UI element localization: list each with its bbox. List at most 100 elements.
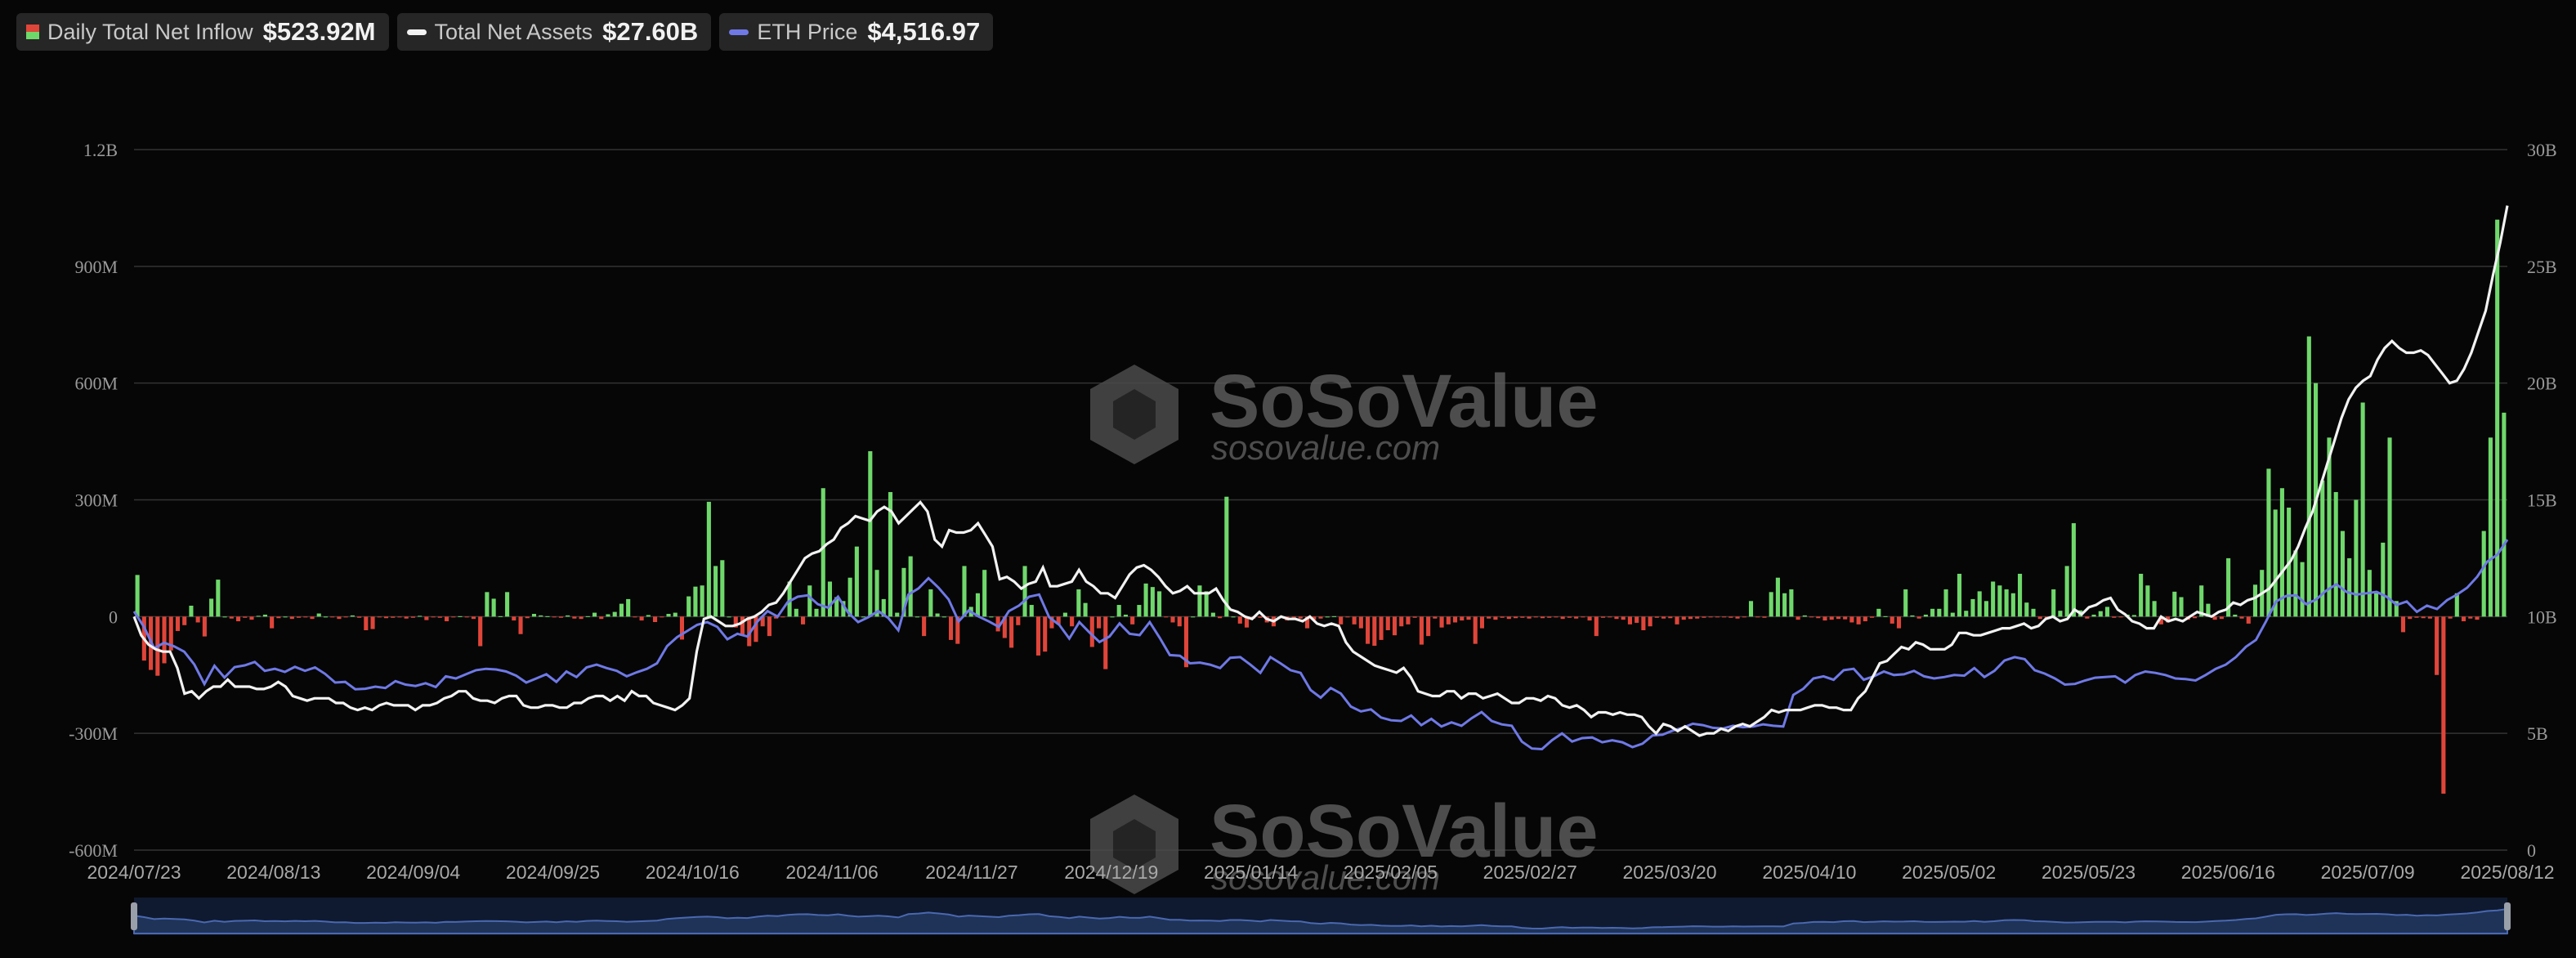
inflow-bar — [1702, 616, 1706, 618]
inflow-bar — [2421, 616, 2426, 619]
inflow-bar — [2091, 614, 2096, 617]
inflow-bar — [1399, 616, 1404, 627]
inflow-bar — [1540, 616, 1545, 619]
inflow-bar — [2327, 437, 2332, 617]
legend-price[interactable]: ETH Price $4,516.97 — [719, 13, 994, 51]
inflow-bar — [216, 580, 221, 617]
inflow-bar — [1957, 573, 1962, 617]
inflow-bar — [1970, 598, 1975, 617]
inflow-bar — [1076, 589, 1081, 617]
inflow-bar — [297, 616, 302, 618]
inflow-bar — [2085, 616, 2090, 619]
inflow-bar — [276, 616, 281, 619]
inflow-bar — [2293, 550, 2298, 617]
x-tick-label: 2024/09/25 — [506, 862, 600, 883]
inflow-bar — [1298, 616, 1303, 619]
inflow-bar — [1500, 616, 1505, 618]
inflow-bar — [1943, 589, 1948, 617]
inflow-bar — [2152, 601, 2157, 617]
x-tick-label: 2025/04/10 — [1762, 862, 1856, 883]
inflow-bar — [2118, 616, 2123, 618]
inflow-bar — [847, 577, 852, 617]
inflow-bar — [1822, 616, 1827, 621]
inflow-bar — [471, 616, 476, 620]
inflow-bar — [821, 488, 825, 617]
right-tick-label: 20B — [2527, 374, 2557, 394]
left-tick-label: 300M — [74, 490, 118, 511]
inflow-bar — [1668, 616, 1673, 619]
inflow-bar — [451, 616, 456, 618]
watermark-site: sosovalue.com — [1211, 858, 1440, 897]
inflow-bar — [1816, 616, 1821, 619]
inflow-bar — [834, 597, 839, 617]
inflow-bar — [1009, 616, 1014, 648]
inflow-bar — [2246, 616, 2251, 624]
inflow-bar — [337, 616, 342, 620]
legend-assets-value: $27.60B — [602, 17, 699, 46]
right-tick-label: 15B — [2527, 490, 2557, 511]
inflow-bar — [2279, 488, 2284, 617]
inflow-bar — [955, 616, 960, 644]
inflow-bar — [901, 567, 906, 617]
inflow-bar — [1722, 616, 1727, 618]
inflow-bar — [2495, 219, 2500, 617]
inflow-bar — [747, 616, 752, 647]
inflow-bar — [1412, 616, 1417, 618]
inflow-bar — [289, 616, 294, 620]
navigator-left-handle[interactable] — [131, 902, 137, 930]
inflow-bar — [2024, 602, 2029, 617]
inflow-bar — [464, 616, 469, 618]
navigator-right-handle[interactable] — [2504, 902, 2511, 930]
inflow-bar — [202, 616, 207, 637]
inflow-bar — [1258, 616, 1263, 618]
inflow-bar — [2145, 585, 2150, 617]
inflow-bar — [660, 616, 664, 618]
inflow-bar — [1608, 616, 1612, 618]
inflow-bar — [2010, 593, 2015, 617]
inflow-bar — [2340, 530, 2345, 617]
inflow-bar — [2233, 614, 2238, 617]
inflow-bar — [2414, 616, 2419, 618]
inflow-bar — [1560, 616, 1565, 620]
inflow-bar — [1231, 616, 1236, 618]
inflow-bar — [2212, 616, 2217, 620]
inflow-bar — [2131, 615, 2136, 617]
legend-inflow-value: $523.92M — [262, 17, 376, 46]
x-tick-label: 2025/05/23 — [2042, 862, 2135, 883]
inflow-bar — [2266, 468, 2271, 617]
inflow-bar — [579, 616, 584, 620]
watermark-bottom: SoSoValue sosovalue.com — [1090, 790, 1599, 897]
inflow-bar — [2104, 607, 2110, 617]
inflow-bar — [1103, 616, 1108, 669]
inflow-bar — [310, 616, 315, 620]
inflow-bar — [2226, 557, 2231, 617]
inflow-bar — [868, 450, 873, 617]
inflow-bar — [485, 592, 490, 617]
right-tick-label: 25B — [2527, 257, 2557, 277]
inflow-bar — [2400, 616, 2406, 633]
watermark-top: SoSoValue sosovalue.com — [1090, 360, 1599, 467]
inflow-bar — [1366, 616, 1371, 644]
inflow-bar — [283, 616, 288, 618]
inflow-bar — [733, 616, 738, 628]
inflow-bar — [1002, 616, 1007, 638]
range-navigator[interactable] — [131, 898, 2511, 935]
x-tick-label: 2024/12/19 — [1064, 862, 1158, 883]
legend-inflow[interactable]: Daily Total Net Inflow $523.92M — [16, 13, 389, 51]
inflow-bar — [270, 616, 275, 629]
inflow-bar — [330, 616, 335, 618]
inflow-bar — [2018, 573, 2023, 617]
legend-assets[interactable]: Total Net Assets $27.60B — [396, 13, 712, 51]
inflow-bar — [1049, 616, 1054, 629]
inflow-bar — [377, 616, 382, 618]
left-tick-label: -300M — [69, 723, 118, 744]
inflow-bar — [1035, 616, 1041, 656]
inflow-bar — [2031, 608, 2036, 617]
inflow-bar — [1829, 616, 1834, 620]
inflow-bar — [1708, 616, 1713, 618]
inflow-bar — [229, 616, 234, 619]
inflow-bar — [740, 616, 745, 635]
inflow-bar — [2239, 616, 2244, 619]
inflow-bar — [1110, 616, 1115, 618]
inflow-bar — [780, 616, 785, 618]
